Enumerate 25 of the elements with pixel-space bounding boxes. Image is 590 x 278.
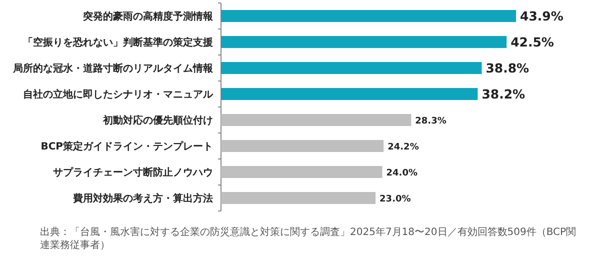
bar — [221, 88, 478, 100]
y-tick-label: BCP策定ガイドライン・テンプレート — [40, 140, 213, 152]
data-label: 24.0% — [386, 168, 418, 178]
y-tick-label: 費用対効果の考え方・算出方法 — [72, 192, 213, 204]
bar — [221, 192, 376, 204]
y-tick-label: 突発的豪雨の高精度予測情報 — [82, 10, 214, 22]
bar — [221, 36, 507, 48]
data-label: 38.2% — [482, 86, 526, 102]
data-label: 23.0% — [380, 194, 411, 204]
bar — [221, 10, 516, 22]
data-label: 43.9% — [520, 8, 564, 24]
bar — [221, 114, 412, 126]
bar — [221, 140, 384, 152]
bar — [221, 62, 482, 74]
data-label: 24.2% — [388, 142, 419, 152]
y-tick-label: 局所的な冠水・道路寸断のリアルタイム情報 — [12, 62, 214, 74]
y-tick-label: サプライチェーン寸断防止ノウハウ — [53, 166, 213, 178]
y-tick-label: 初動対応の優先順位付け — [102, 114, 213, 126]
source-note: 出典：「台風・風水害に対する企業の防災意識と対策に関する調査」2025年7月18〜20日／有効回答数509件（BCP関連業務従事者） — [40, 226, 578, 252]
data-label: 42.5% — [510, 34, 554, 50]
data-label: 38.8% — [486, 60, 530, 76]
y-tick-label: 「空振りを恐れない」判断基準の策定支援 — [23, 36, 214, 48]
data-label: 28.3% — [415, 116, 446, 126]
y-tick-label: 自社の立地に即したシナリオ・マニュアル — [23, 88, 214, 100]
bar — [221, 166, 382, 178]
